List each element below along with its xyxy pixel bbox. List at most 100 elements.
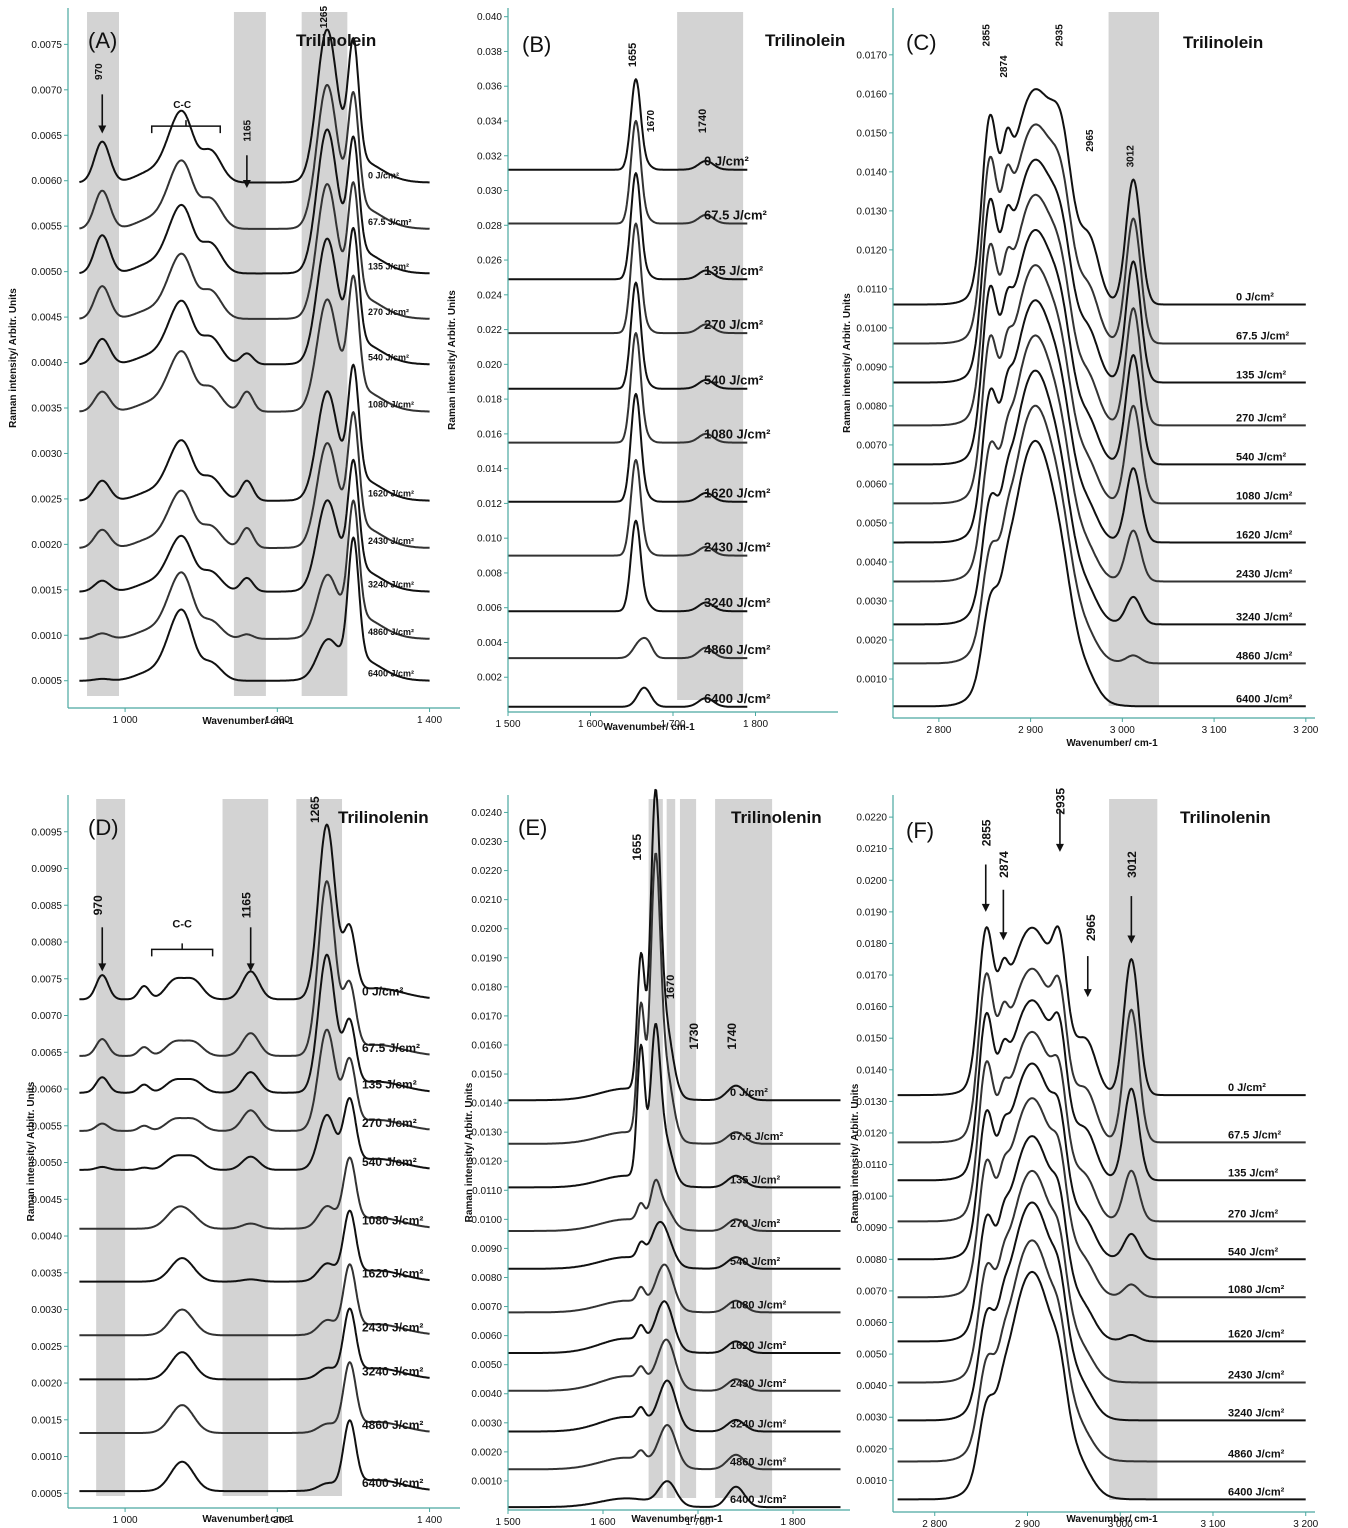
y-tick-label: 0.0200 <box>471 924 502 935</box>
spectrum-line <box>897 1097 1306 1299</box>
spectrum-line <box>507 1220 841 1270</box>
spectrum-line <box>892 264 1306 505</box>
spectrum-line <box>507 788 841 1102</box>
series-label: 540 J/cm² <box>362 1155 417 1169</box>
x-tick-label: 3 100 <box>1200 1519 1225 1528</box>
y-tick-label: 0.0080 <box>856 401 887 412</box>
y-tick-label: 0.0005 <box>31 676 62 687</box>
peak-annotation: 2874 <box>999 55 1010 78</box>
series-label: 4860 J/cm² <box>362 1418 423 1432</box>
y-tick-label: 0.0015 <box>31 1415 62 1426</box>
y-tick-label: 0.0060 <box>471 1331 502 1342</box>
peak-annotation: 3012 <box>1125 145 1136 168</box>
spectrum-line <box>897 999 1306 1182</box>
y-tick-label: 0.0200 <box>856 876 887 887</box>
y-tick-label: 0.0050 <box>856 1350 887 1361</box>
y-tick-label: 0.0020 <box>31 1379 62 1390</box>
spectrum-line <box>79 1156 430 1230</box>
x-tick-label: 1 800 <box>743 719 768 730</box>
spectrum-line <box>79 84 430 230</box>
y-tick-label: 0.0040 <box>31 1232 62 1243</box>
spectrum-line <box>897 925 1306 1097</box>
y-tick-label: 0.0040 <box>471 1389 502 1400</box>
spectrum-line <box>507 332 748 444</box>
y-tick-label: 0.018 <box>477 395 502 406</box>
series-label: 270 J/cm² <box>704 317 764 332</box>
spectrum-line <box>507 1480 841 1509</box>
panel-letter: (C) <box>906 30 937 55</box>
spectrum-line <box>892 404 1306 665</box>
y-tick-label: 0.026 <box>477 256 502 267</box>
series-label: 270 J/cm² <box>362 1116 417 1130</box>
y-tick-label: 0.010 <box>477 534 502 545</box>
c-c-bracket <box>150 943 214 957</box>
series-label: 1620 J/cm² <box>368 489 414 499</box>
x-tick-label: 2 900 <box>1018 725 1043 736</box>
y-tick-label: 0.0130 <box>856 206 887 217</box>
series-label: 67.5 J/cm² <box>362 1041 420 1055</box>
peak-annotation: 1165 <box>243 119 254 141</box>
series-label: 270 J/cm² <box>368 307 409 317</box>
x-tick-label: 1 700 <box>685 1517 710 1528</box>
y-tick-label: 0.0180 <box>856 939 887 950</box>
y-tick-label: 0.0040 <box>856 557 887 568</box>
y-tick-label: 0.0090 <box>856 362 887 373</box>
y-tick-label: 0.0055 <box>31 222 62 233</box>
x-tick-label: 2 800 <box>926 725 951 736</box>
series-label: 3240 J/cm² <box>730 1419 787 1431</box>
arrow-head <box>999 932 1008 941</box>
spectrum-line <box>507 1300 841 1354</box>
spectrum-line <box>897 1169 1306 1384</box>
series-label: 540 J/cm² <box>704 373 764 388</box>
x-tick-label: 1 500 <box>495 1517 520 1528</box>
spectrum-line <box>79 823 430 1001</box>
x-tick-label: 1 500 <box>495 719 520 730</box>
series-label: 3240 J/cm² <box>1228 1407 1285 1419</box>
spectrum-line <box>507 78 748 171</box>
x-tick-label: 2 800 <box>922 1519 947 1528</box>
y-tick-label: 0.0140 <box>471 1099 502 1110</box>
series-label: 6400 J/cm² <box>362 1476 423 1490</box>
y-tick-label: 0.030 <box>477 186 502 197</box>
spectrum-line <box>507 1338 841 1392</box>
peak-annotation: 1265 <box>319 6 330 29</box>
y-tick-label: 0.002 <box>477 673 502 684</box>
y-tick-label: 0.0085 <box>31 901 62 912</box>
arrow-head <box>1055 843 1064 852</box>
peak-annotation: 1670 <box>646 109 657 132</box>
y-tick-label: 0.0110 <box>857 1160 887 1171</box>
shaded-band <box>715 799 773 1498</box>
y-tick-label: 0.0030 <box>31 449 62 460</box>
y-tick-label: 0.0010 <box>471 1476 502 1487</box>
y-tick-label: 0.0220 <box>856 813 887 824</box>
spectrum-line <box>897 967 1306 1144</box>
peak-annotation: 3012 <box>1125 851 1139 878</box>
y-tick-label: 0.0010 <box>31 1452 62 1463</box>
shaded-band <box>296 799 343 1496</box>
spectrum-line <box>79 1263 430 1337</box>
series-label: 3240 J/cm² <box>362 1364 423 1378</box>
spectrum-line <box>892 123 1306 345</box>
y-tick-label: 0.0090 <box>31 864 62 875</box>
y-tick-label: 0.0060 <box>856 1318 887 1329</box>
y-tick-label: 0.0020 <box>856 1444 887 1455</box>
peak-annotation: 970 <box>91 895 105 915</box>
x-tick-label: 1 000 <box>113 715 138 726</box>
y-tick-label: 0.0025 <box>31 1342 62 1353</box>
series-label: 540 J/cm² <box>368 352 409 362</box>
series-label: 4860 J/cm² <box>1236 650 1293 662</box>
series-label: 2430 J/cm² <box>730 1378 787 1390</box>
y-tick-label: 0.0110 <box>472 1186 502 1197</box>
spectrum-line <box>79 1361 430 1434</box>
spectrum-line <box>892 193 1306 427</box>
series-label: 1080 J/cm² <box>704 427 771 442</box>
series-label: 135 J/cm² <box>1236 370 1286 382</box>
peak-annotation: 2965 <box>1085 129 1096 152</box>
series-label: 4860 J/cm² <box>368 627 414 637</box>
y-tick-label: 0.0030 <box>856 1413 887 1424</box>
x-axis-label: Wavenumber/ cm-1 <box>1066 1514 1158 1525</box>
series-label: 1620 J/cm² <box>1236 529 1293 541</box>
peak-annotation: 1265 <box>308 796 322 823</box>
peak-annotation: 970 <box>94 63 105 80</box>
series-label: 3240 J/cm² <box>1236 611 1293 623</box>
